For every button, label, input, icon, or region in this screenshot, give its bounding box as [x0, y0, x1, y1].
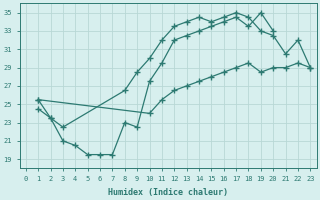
X-axis label: Humidex (Indice chaleur): Humidex (Indice chaleur) — [108, 188, 228, 197]
